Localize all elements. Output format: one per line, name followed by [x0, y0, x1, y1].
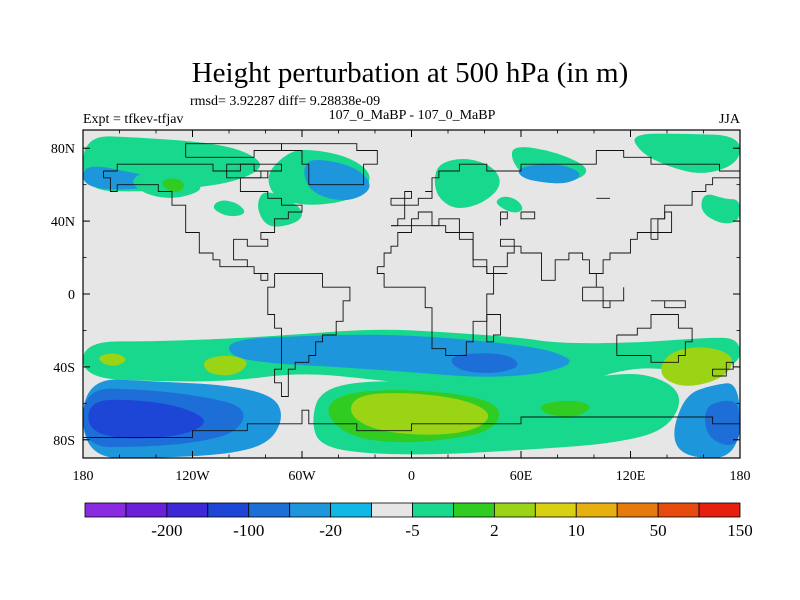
- colorbar-label: 50: [650, 521, 667, 540]
- coastline: [391, 177, 740, 288]
- contour-region: [451, 353, 518, 373]
- colorbar-box: [534, 502, 577, 518]
- colorbar-label: 150: [727, 521, 753, 540]
- colorbar-box: [166, 502, 209, 518]
- coastline: [281, 143, 378, 186]
- comparison-label: 107_0_MaBP - 107_0_MaBP: [329, 108, 496, 123]
- colorbar-box: [330, 502, 372, 518]
- contour-region: [213, 200, 245, 217]
- contour-region: [496, 196, 523, 213]
- coastline: [267, 273, 351, 397]
- coastline: [376, 225, 508, 356]
- contour-region: [88, 399, 204, 439]
- colorbar-box: [493, 502, 536, 518]
- colorbar-box: [248, 502, 291, 518]
- colorbar-box: [84, 502, 127, 518]
- coastline: [83, 409, 740, 438]
- contour-region: [162, 178, 184, 192]
- x-axis: 180 120W 60W 0 60E 120E 180: [73, 130, 751, 484]
- contour-fills: [83, 133, 740, 458]
- coastline: [650, 211, 673, 240]
- season-label: JJA: [719, 112, 741, 127]
- coastline: [185, 143, 282, 158]
- colorbar-label: 10: [568, 521, 585, 540]
- colorbar-label: -100: [233, 521, 264, 540]
- colorbar-label: -20: [319, 521, 342, 540]
- coastlines: [83, 143, 740, 438]
- coastline: [616, 314, 693, 363]
- contour-region: [99, 353, 126, 366]
- y-tick-label: 80N: [51, 142, 75, 157]
- x-tick-label: 180: [73, 469, 94, 484]
- coastline: [610, 287, 625, 302]
- coastline: [582, 286, 611, 309]
- contour-region: [304, 159, 370, 201]
- colorbar-box: [575, 502, 618, 518]
- y-tick-label: 80S: [53, 434, 75, 449]
- coastline: [500, 211, 508, 226]
- colorbar: -200 -100 -20 -5 2 10 50 150: [84, 502, 753, 540]
- x-tick-label: 180: [730, 469, 751, 484]
- contour-region: [540, 400, 590, 417]
- x-tick-label: 120E: [616, 469, 646, 484]
- y-tick-label: 0: [68, 288, 75, 303]
- coastline: [390, 191, 412, 206]
- colorbar-box: [657, 502, 700, 518]
- y-tick-label: 40S: [53, 361, 75, 376]
- y-axis: 80N 40N 0 40S 80S: [51, 142, 740, 449]
- contour-region: [258, 192, 302, 227]
- coastline: [226, 163, 282, 179]
- x-tick-label: 60E: [510, 469, 533, 484]
- map-plot-area: [82, 129, 741, 459]
- coastline: [520, 211, 536, 220]
- colorbar-box: [125, 502, 168, 518]
- colorbar-box: [412, 502, 454, 518]
- y-tick-label: 40N: [51, 215, 75, 230]
- coastline: [712, 361, 734, 377]
- x-tick-label: 60W: [288, 469, 316, 484]
- contour-region: [518, 164, 580, 184]
- contour-region: [351, 393, 489, 435]
- colorbar-box: [453, 502, 495, 518]
- colorbar-box: [289, 502, 332, 518]
- contour-region: [705, 400, 740, 446]
- stats-label: rmsd= 3.92287 diff= 9.28838e-09: [190, 94, 380, 109]
- colorbar-label: -5: [405, 521, 419, 540]
- coastline: [651, 300, 686, 309]
- coastline: [486, 314, 501, 343]
- colorbar-box: [698, 502, 741, 518]
- contour-region: [634, 133, 740, 173]
- colorbar-box: [207, 502, 250, 518]
- colorbar-box: [371, 502, 413, 518]
- colorbar-label: -200: [151, 521, 182, 540]
- x-tick-label: 120W: [175, 469, 210, 484]
- coastline: [391, 150, 740, 227]
- x-tick-label: 0: [408, 469, 415, 484]
- chart-title: Height perturbation at 500 hPa (in m): [192, 57, 629, 89]
- colorbar-box: [616, 502, 659, 518]
- contour-region: [701, 194, 740, 224]
- colorbar-label: 2: [490, 521, 499, 540]
- experiment-label: Expt = tfkev-tfjav: [83, 112, 183, 127]
- contour-region: [203, 355, 247, 376]
